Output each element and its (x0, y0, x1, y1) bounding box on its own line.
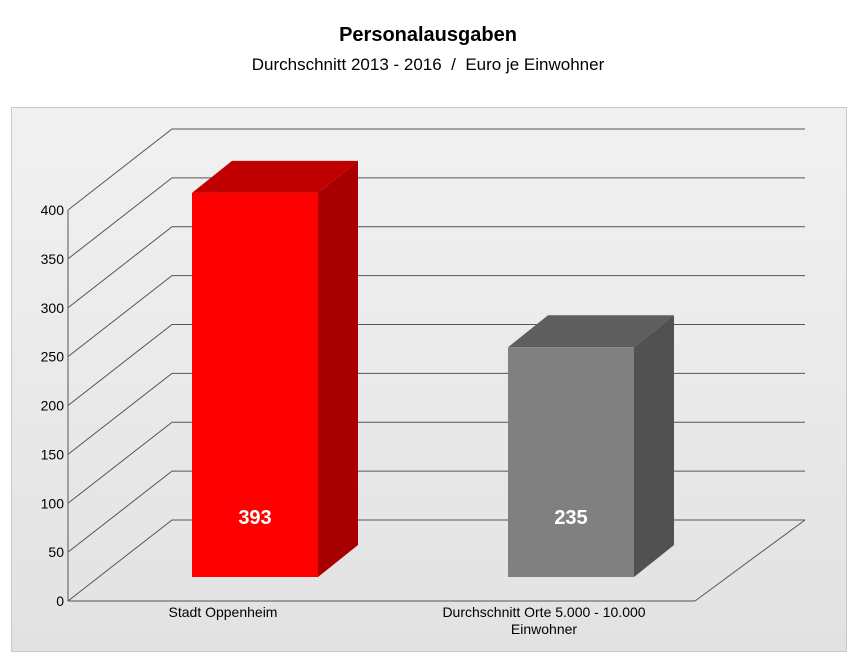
x-category-label: Stadt Oppenheim (169, 604, 278, 620)
gridline (67, 519, 805, 602)
bar (508, 315, 674, 577)
y-tick-label: 50 (48, 544, 64, 560)
gridline (67, 177, 805, 260)
y-tick-label: 300 (41, 300, 65, 316)
y-tick-label: 350 (41, 251, 65, 267)
chart-background-panel (11, 107, 847, 652)
y-axis-tick-labels: 0 50 100 150 200 250 300 350 400 (41, 202, 65, 609)
bar-value-label: 235 (554, 507, 587, 529)
gridline (67, 226, 805, 309)
gridline (67, 421, 805, 504)
chart-subtitle: Durchschnitt 2013 - 2016 / Euro je Einwo… (251, 55, 605, 74)
bar-value-label: 393 (238, 507, 271, 529)
y-tick-label: 0 (56, 593, 64, 609)
y-tick-label: 100 (41, 495, 65, 511)
chart-title: Personalausgaben (339, 24, 517, 46)
gridline (67, 275, 805, 358)
gridline (67, 470, 805, 553)
y-tick-label: 400 (41, 202, 65, 218)
x-axis-category-labels: Stadt Oppenheim Durchschnitt Orte 5.000 -… (169, 604, 646, 637)
bars: 393 235 (192, 160, 674, 577)
bar (192, 160, 358, 577)
x-category-label: Durchschnitt Orte 5.000 - 10.000 (442, 604, 645, 620)
y-tick-label: 250 (41, 349, 65, 365)
gridline (67, 372, 805, 455)
y-tick-label: 200 (41, 398, 65, 414)
floor-edge (694, 519, 806, 602)
gridline (67, 324, 805, 406)
y-tick-label: 150 (41, 446, 65, 462)
gridline (67, 128, 805, 211)
gridlines (67, 128, 806, 602)
x-category-label: Einwohner (511, 621, 577, 637)
